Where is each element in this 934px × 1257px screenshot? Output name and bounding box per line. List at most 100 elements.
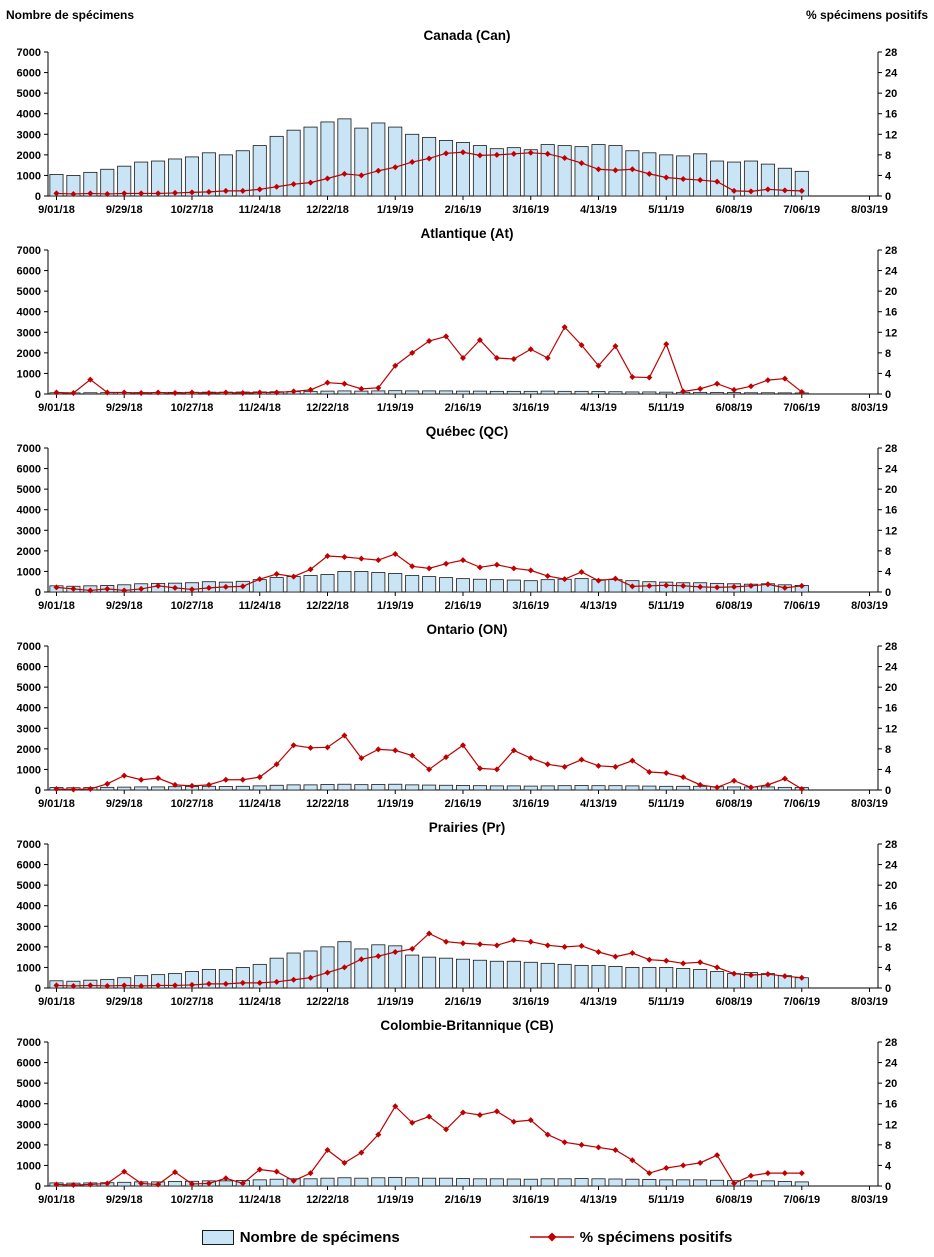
svg-text:0: 0 — [35, 191, 41, 203]
svg-text:4/13/19: 4/13/19 — [580, 402, 617, 414]
svg-text:28: 28 — [885, 47, 897, 59]
svg-text:7/06/19: 7/06/19 — [783, 996, 820, 1008]
svg-text:28: 28 — [885, 641, 897, 653]
svg-text:12: 12 — [885, 129, 897, 141]
svg-text:6/08/19: 6/08/19 — [716, 600, 753, 612]
svg-text:3/16/19: 3/16/19 — [512, 798, 549, 810]
legend-bars-label: Nombre de spécimens — [239, 1228, 400, 1246]
svg-text:3000: 3000 — [17, 327, 41, 339]
svg-text:6/08/19: 6/08/19 — [716, 402, 753, 414]
svg-text:5/11/19: 5/11/19 — [648, 798, 684, 810]
svg-text:7/06/19: 7/06/19 — [783, 600, 820, 612]
svg-text:2000: 2000 — [17, 744, 41, 756]
svg-text:12/22/18: 12/22/18 — [306, 600, 349, 612]
svg-text:7/06/19: 7/06/19 — [783, 402, 820, 414]
svg-text:9/29/18: 9/29/18 — [106, 996, 143, 1008]
svg-text:4: 4 — [885, 764, 892, 776]
svg-text:9/29/18: 9/29/18 — [106, 402, 143, 414]
svg-text:16: 16 — [885, 109, 897, 121]
panel-prairies: Prairies (Pr) 0 1000 2000 3000 4000 5000 6000 7… — [0, 818, 934, 1016]
svg-text:9/01/18: 9/01/18 — [38, 600, 75, 612]
svg-text:4000: 4000 — [17, 505, 41, 517]
svg-text:8: 8 — [885, 744, 891, 756]
panel-title-canada: Canada (Can) — [423, 28, 511, 43]
svg-text:2/16/19: 2/16/19 — [445, 204, 482, 216]
legend-diamond — [547, 1232, 557, 1242]
svg-text:4: 4 — [885, 368, 892, 380]
panel-title-prairies: Prairies (Pr) — [428, 820, 506, 835]
svg-text:2000: 2000 — [17, 150, 41, 162]
svg-text:5000: 5000 — [17, 1078, 41, 1090]
svg-text:10/27/18: 10/27/18 — [171, 204, 214, 216]
svg-text:4: 4 — [885, 962, 892, 974]
svg-text:20: 20 — [885, 484, 897, 496]
svg-text:2/16/19: 2/16/19 — [445, 996, 482, 1008]
svg-text:1/19/19: 1/19/19 — [377, 1194, 414, 1206]
chart-quebec: 0 1000 2000 3000 4000 5000 6000 7000 0 4 8 12 16 20 24… — [17, 443, 899, 612]
axis-header: Nombre de spécimens % spécimens positifs — [0, 4, 934, 26]
svg-text:12: 12 — [885, 1119, 897, 1131]
svg-text:2000: 2000 — [17, 546, 41, 558]
svg-text:9/01/18: 9/01/18 — [38, 204, 75, 216]
svg-text:12: 12 — [885, 327, 897, 339]
legend-item-positifs: % spécimens positifs — [529, 1229, 732, 1246]
svg-text:5/11/19: 5/11/19 — [648, 1194, 684, 1206]
svg-text:10/27/18: 10/27/18 — [171, 402, 214, 414]
svg-text:11/24/18: 11/24/18 — [239, 204, 281, 216]
svg-text:4/13/19: 4/13/19 — [580, 798, 617, 810]
svg-text:11/24/18: 11/24/18 — [239, 996, 281, 1008]
bar-swatch-icon — [201, 1229, 234, 1245]
svg-text:2/16/19: 2/16/19 — [445, 402, 482, 414]
svg-text:3/16/19: 3/16/19 — [512, 600, 549, 612]
svg-text:1/19/19: 1/19/19 — [377, 798, 414, 810]
svg-text:0: 0 — [885, 587, 891, 599]
svg-text:24: 24 — [885, 68, 898, 80]
svg-text:12: 12 — [885, 525, 897, 537]
svg-text:4000: 4000 — [17, 703, 41, 715]
svg-text:8/03/19: 8/03/19 — [851, 798, 888, 810]
svg-text:7000: 7000 — [17, 839, 41, 851]
svg-text:8: 8 — [885, 150, 891, 162]
svg-text:4000: 4000 — [17, 109, 41, 121]
svg-text:24: 24 — [885, 1058, 898, 1070]
svg-text:9/01/18: 9/01/18 — [38, 798, 75, 810]
svg-text:6000: 6000 — [17, 266, 41, 278]
panel-colombie-britannique: Colombie-Britannique (CB) 0 1000 2000 3000 4… — [0, 1016, 934, 1214]
svg-text:12/22/18: 12/22/18 — [306, 1194, 349, 1206]
svg-text:1/19/19: 1/19/19 — [377, 600, 414, 612]
svg-text:11/24/18: 11/24/18 — [239, 798, 281, 810]
svg-text:5/11/19: 5/11/19 — [648, 600, 684, 612]
svg-text:8/03/19: 8/03/19 — [851, 402, 888, 414]
panel-quebec: Québec (QC) 0 1000 2000 3000 4000 5000 6000 700… — [0, 422, 934, 620]
svg-text:9/01/18: 9/01/18 — [38, 996, 75, 1008]
svg-text:3000: 3000 — [17, 723, 41, 735]
svg-text:4/13/19: 4/13/19 — [580, 996, 617, 1008]
svg-text:24: 24 — [885, 464, 898, 476]
svg-text:3/16/19: 3/16/19 — [512, 1194, 549, 1206]
svg-text:3000: 3000 — [17, 129, 41, 141]
svg-text:5/11/19: 5/11/19 — [648, 996, 684, 1008]
svg-text:7/06/19: 7/06/19 — [783, 798, 820, 810]
svg-text:7000: 7000 — [17, 443, 41, 455]
svg-text:0: 0 — [35, 785, 41, 797]
svg-text:1000: 1000 — [17, 368, 41, 380]
svg-text:20: 20 — [885, 88, 897, 100]
svg-text:24: 24 — [885, 266, 898, 278]
svg-text:16: 16 — [885, 1099, 897, 1111]
svg-text:0: 0 — [885, 389, 891, 401]
svg-text:16: 16 — [885, 901, 897, 913]
svg-text:8/03/19: 8/03/19 — [851, 204, 888, 216]
svg-text:20: 20 — [885, 682, 897, 694]
svg-text:8/03/19: 8/03/19 — [851, 600, 888, 612]
svg-text:0: 0 — [35, 587, 41, 599]
svg-text:8: 8 — [885, 348, 891, 360]
svg-text:28: 28 — [885, 1037, 897, 1049]
chart-canada: 0 1000 2000 3000 4000 5000 6000 7000 0 4 8 12 16 20 24… — [17, 47, 899, 216]
svg-text:5000: 5000 — [17, 880, 41, 892]
svg-text:3/16/19: 3/16/19 — [512, 204, 549, 216]
svg-text:10/27/18: 10/27/18 — [171, 798, 214, 810]
svg-text:20: 20 — [885, 880, 897, 892]
svg-text:9/29/18: 9/29/18 — [106, 798, 143, 810]
svg-text:12/22/18: 12/22/18 — [306, 798, 349, 810]
svg-text:3/16/19: 3/16/19 — [512, 996, 549, 1008]
